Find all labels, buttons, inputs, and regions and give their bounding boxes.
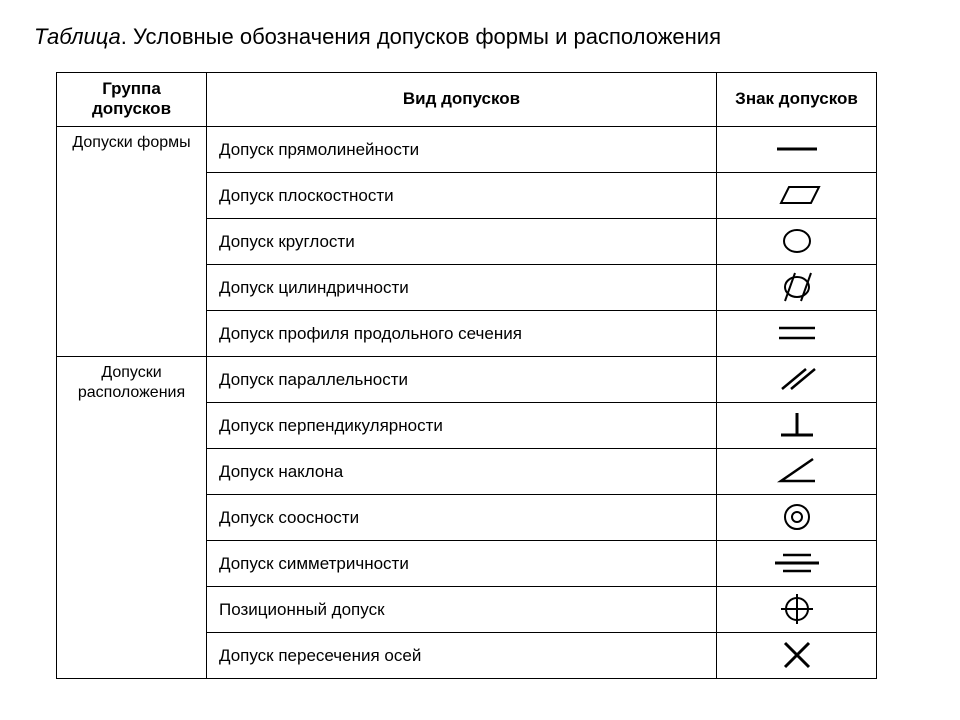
parallelism-icon [761,359,833,399]
symbol-cylindricity [717,264,877,310]
cell-positional: Позиционный допуск [207,586,717,632]
col-header-symbol: Знак допусков [717,73,877,127]
cell-straightness: Допуск прямолинейности [207,126,717,172]
table-row: Допуски расположения Допуск параллельнос… [57,356,877,402]
symbol-coaxiality [717,494,877,540]
symbol-symmetry [717,540,877,586]
symbol-straightness [717,126,877,172]
cell-angularity: Допуск наклона [207,448,717,494]
roundness-icon [761,221,833,261]
cell-perpendicularity: Допуск перпендикулярности [207,402,717,448]
symbol-longitudinal-profile [717,310,877,356]
symmetry-icon [761,543,833,583]
symbol-angularity [717,448,877,494]
straightness-icon [761,129,833,169]
symbol-perpendicularity [717,402,877,448]
flatness-icon [761,175,833,215]
symbol-axis-intersection [717,632,877,678]
symbol-roundness [717,218,877,264]
perpendicularity-icon [761,405,833,445]
cell-flatness: Допуск плоскостности [207,172,717,218]
cell-longitudinal-profile: Допуск профиля продольного сечения [207,310,717,356]
cell-axis-intersection: Допуск пересечения осей [207,632,717,678]
group-form: Допуски формы [57,126,207,356]
longitudinal-profile-icon [761,313,833,353]
cell-parallelism: Допуск параллельности [207,356,717,402]
tolerances-table: Группа допусков Вид допусков Знак допуск… [56,72,877,679]
axis-intersection-icon [761,635,833,675]
positional-icon [761,589,833,629]
page-title: Таблица. Условные обозначения допусков ф… [34,24,926,50]
title-rest: . Условные обозначения допусков формы и … [121,24,721,49]
title-lead: Таблица [34,24,121,49]
table-header-row: Группа допусков Вид допусков Знак допуск… [57,73,877,127]
angularity-icon [761,451,833,491]
cell-cylindricity: Допуск цилиндричности [207,264,717,310]
cylindricity-icon [761,267,833,307]
coaxiality-icon [761,497,833,537]
cell-coaxiality: Допуск соосности [207,494,717,540]
col-header-type: Вид допусков [207,73,717,127]
group-position: Допуски расположения [57,356,207,678]
symbol-parallelism [717,356,877,402]
cell-roundness: Допуск круглости [207,218,717,264]
symbol-positional [717,586,877,632]
table-row: Допуски формы Допуск прямолинейности [57,126,877,172]
cell-symmetry: Допуск симметричности [207,540,717,586]
symbol-flatness [717,172,877,218]
col-header-group: Группа допусков [57,73,207,127]
